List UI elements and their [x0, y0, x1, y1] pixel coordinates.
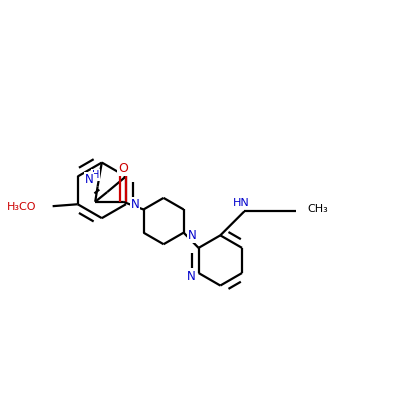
Text: H: H — [92, 170, 99, 180]
Text: N: N — [186, 270, 195, 282]
Text: N: N — [188, 229, 196, 242]
Text: N: N — [85, 173, 94, 186]
Text: CH₃: CH₃ — [308, 204, 328, 214]
Text: HN: HN — [233, 198, 250, 208]
Text: N: N — [131, 198, 139, 211]
Text: H₃CO: H₃CO — [7, 202, 36, 212]
Text: O: O — [118, 162, 128, 175]
